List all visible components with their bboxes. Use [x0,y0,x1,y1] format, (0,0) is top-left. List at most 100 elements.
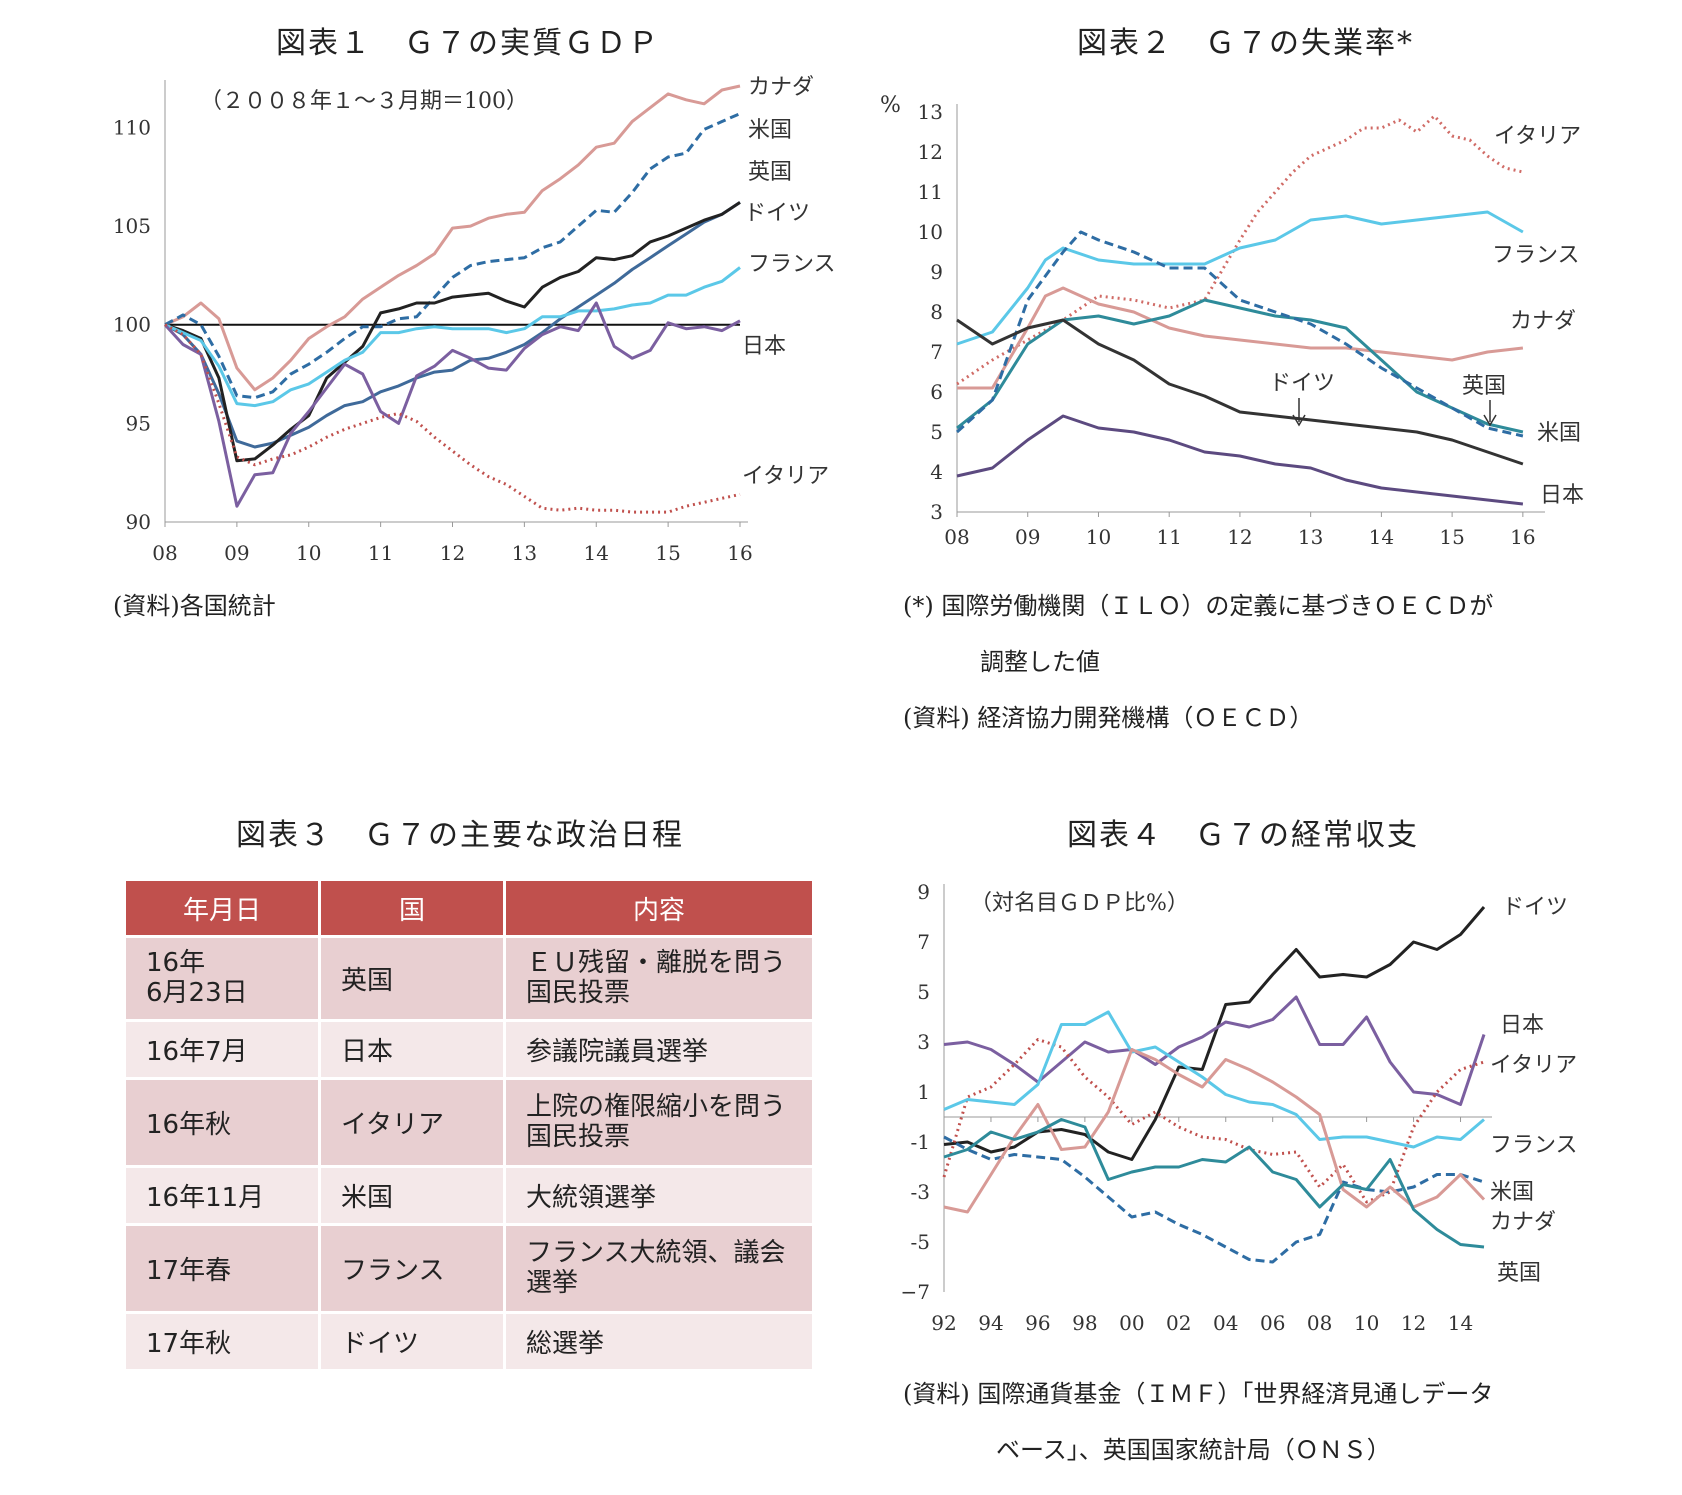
x-tick-label: 14 [1369,525,1394,549]
cell-content: 大統領選挙 [503,1165,815,1226]
x-tick-label: 16 [1510,525,1535,549]
y-tick-label: 9 [930,260,943,284]
unemployment-chart: 3 4 5 6 7 8 9 10 11 12 13 08 09 10 11 12 13 14 15 16 イタリアフラン… [880,93,1584,549]
figure1-source: (資料)各国統計 [113,592,276,620]
x-tick-label: 00 [1119,1311,1144,1335]
y-tick-label: 6 [930,380,943,404]
x-tick-label: 12 [1227,525,1252,549]
series-label: 米国 [1537,421,1581,446]
x-tick-label: 13 [1298,525,1323,549]
arrow-label-uk: 英国 [1462,374,1506,399]
y-tick-label: 5 [917,980,930,1004]
series-line-ドイツ [956,318,1524,466]
series-line-日本 [956,414,1524,506]
series-label: 日本 [742,334,786,359]
table-row: 16年7月 日本 参議院議員選挙 [123,1019,815,1080]
series-label: 米国 [1490,1180,1534,1205]
cell-country: 英国 [318,935,506,1022]
x-tick-label: 06 [1260,1311,1285,1335]
figure4-note: （対名目ＧＤＰ比%） [970,891,1189,916]
y-tick-label: 100 [113,313,151,337]
y-tick-label: −7 [901,1280,930,1304]
cell-date: 16年秋 [123,1077,321,1168]
cell-date: 16年11月 [123,1165,321,1226]
y-tick-label: -3 [911,1180,930,1204]
x-tick-label: 12 [440,541,465,565]
series-label: フランス [1490,1133,1578,1158]
x-tick-label: 04 [1213,1311,1238,1335]
series-label: 英国 [748,160,792,185]
cell-date: 17年春 [123,1223,321,1314]
y-tick-label: 4 [930,460,943,484]
y-tick-label: 11 [918,180,943,204]
x-tick-label: 11 [368,541,393,565]
series-line-フランス [164,266,741,408]
series-label: カナダ [748,75,814,100]
y-tick-label: 9 [917,880,930,904]
figure2-footnote-1: (*) 国際労働機関（ＩＬＯ）の定義に基づきＯＥＣＤが [903,592,1494,620]
y-tick-label: 8 [930,300,943,324]
figure3-title: 図表３ Ｇ７の主要な政治日程 [236,818,684,853]
current-account-chart: −7 -5 -3 -1 1 3 5 7 9 92 94 96 98 00 02 04 06 08 10 12 14 ドイツ… [901,880,1578,1335]
x-tick-label: 15 [655,541,680,565]
cell-content: 参議院議員選挙 [503,1019,815,1080]
series-label: 米国 [748,118,792,143]
arrow-label-germany: ドイツ [1269,371,1335,396]
x-tick-label: 14 [1448,1311,1473,1335]
table-row: 16年 6月23日 英国 ＥＵ残留・離脱を問う国民投票 [123,935,815,1022]
x-tick-label: 16 [727,541,752,565]
x-tick-label: 08 [152,541,177,565]
y-tick-label: 110 [113,115,151,139]
series-line-ドイツ [164,201,741,463]
x-tick-label: 14 [584,541,609,565]
y-tick-label: 1 [917,1080,930,1104]
cell-content: 総選挙 [503,1311,815,1372]
header-date: 年月日 [123,878,321,938]
series-line-米国 [955,230,1524,438]
y-tick-label: 5 [930,420,943,444]
series-line-イタリア [164,323,741,514]
y-axis-unit: % [880,93,901,118]
figure2-title: 図表２ Ｇ７の失業率* [1077,26,1414,61]
arrow-head-uk [1483,414,1497,427]
x-tick-label: 15 [1439,525,1464,549]
x-tick-label: 13 [512,541,537,565]
series-line-英国 [164,201,741,449]
y-tick-label: 95 [126,411,151,435]
cell-country: フランス [318,1223,506,1314]
cell-country: イタリア [318,1077,506,1168]
x-tick-label: 94 [978,1311,1003,1335]
series-label: フランス [748,252,836,277]
figure4-title: 図表４ Ｇ７の経常収支 [1067,818,1419,853]
y-tick-label: 12 [918,140,943,164]
y-tick-label: 105 [113,214,151,238]
series-label: 英国 [1497,1261,1541,1286]
gdp-chart: 90 95 100 105 110 08 09 10 11 12 13 14 15 16 カナダ米国英国ドイ… [113,75,836,565]
cell-country: 米国 [318,1165,506,1226]
x-tick-label: 10 [1354,1311,1379,1335]
series-label: イタリア [1494,124,1581,149]
x-tick-label: 08 [944,525,969,549]
header-content: 内容 [503,878,815,938]
y-tick-label: 90 [126,510,151,534]
x-tick-label: 09 [224,541,249,565]
x-tick-label: 08 [1307,1311,1332,1335]
political-schedule-table: 年月日 国 内容 16年 6月23日 英国 ＥＵ残留・離脱を問う国民投票 16年… [123,878,815,1372]
table-row: 16年11月 米国 大統領選挙 [123,1165,815,1226]
table-row: 17年春 フランス フランス大統領、議会選挙 [123,1223,815,1314]
x-tick-label: 10 [296,541,321,565]
arrow-head-germany [1292,414,1306,427]
figure1-title: 図表１ Ｇ７の実質ＧＤＰ [276,26,660,61]
y-tick-label: 3 [930,500,943,524]
series-label: ドイツ [1502,895,1568,920]
figure4-source-1: (資料) 国際通貨基金（ＩＭＦ）「世界経済見通しデータ [903,1380,1494,1408]
y-tick-label: -5 [911,1230,930,1254]
table-row: 17年秋 ドイツ 総選挙 [123,1311,815,1372]
series-line-カナダ [164,84,741,392]
x-tick-label: 09 [1015,525,1040,549]
y-tick-label: -1 [911,1130,930,1154]
series-label: 日本 [1540,483,1584,508]
y-tick-label: 10 [918,220,943,244]
x-tick-label: 92 [931,1311,956,1335]
figure2-footnote-2: 調整した値 [980,648,1100,676]
